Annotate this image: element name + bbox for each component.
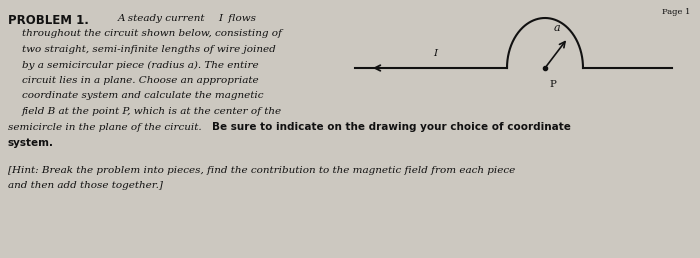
Text: by a semicircular piece (radius a). The entire: by a semicircular piece (radius a). The … [22,60,258,70]
Text: two straight, semi-infinite lengths of wire joined: two straight, semi-infinite lengths of w… [22,45,276,54]
Text: circuit lies in a plane. Choose an appropriate: circuit lies in a plane. Choose an appro… [22,76,258,85]
Text: field B at the point P, which is at the center of the: field B at the point P, which is at the … [22,107,282,116]
Text: A steady current: A steady current [118,14,209,23]
Text: [Hint: Break the problem into pieces, find the contribution to the magnetic fiel: [Hint: Break the problem into pieces, fi… [8,166,515,175]
Text: flows: flows [225,14,256,23]
Text: PROBLEM 1.: PROBLEM 1. [8,14,89,27]
Text: and then add those together.]: and then add those together.] [8,181,163,190]
Text: system.: system. [8,138,54,148]
Text: coordinate system and calculate the magnetic: coordinate system and calculate the magn… [22,92,263,101]
Text: I: I [218,14,222,23]
Text: Page 1: Page 1 [662,8,690,16]
Text: Be sure to indicate on the drawing your choice of coordinate: Be sure to indicate on the drawing your … [212,123,571,133]
Text: I: I [433,49,437,58]
Text: P: P [549,80,556,89]
Text: a: a [553,23,560,33]
Text: throughout the circuit shown below, consisting of: throughout the circuit shown below, cons… [22,29,282,38]
Text: semicircle in the plane of the circuit.: semicircle in the plane of the circuit. [8,123,205,132]
